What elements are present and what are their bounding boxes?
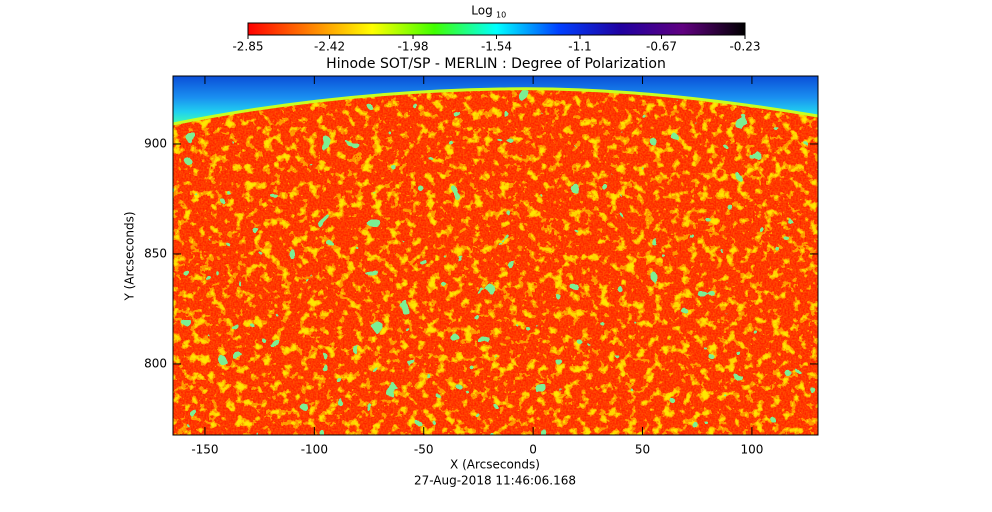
y-tick-label: 800 [144, 356, 167, 370]
colorbar [247, 22, 746, 36]
x-tick-label: -150 [191, 443, 218, 457]
colorbar-label: Log [471, 4, 492, 18]
disk-patches [173, 76, 818, 435]
y-axis-label: Y (Arcseconds) [123, 211, 137, 301]
x-tick-label: -100 [301, 443, 328, 457]
plot-frame [172, 75, 819, 436]
x-tick-label: 50 [635, 443, 650, 457]
colorbar-tick-label: -1.54 [481, 40, 512, 54]
solar-image [173, 76, 818, 435]
y-tick-label: 900 [144, 136, 167, 150]
colorbar-tick-label: -2.85 [232, 40, 263, 54]
limb [173, 87, 818, 126]
colorbar-tick-label: -0.23 [729, 40, 760, 54]
y-tick-label: 850 [144, 246, 167, 260]
colorbar-tick-label: -1.98 [398, 40, 429, 54]
chart-title: Hinode SOT/SP - MERLIN : Degree of Polar… [326, 56, 666, 72]
colorbar-label-sub: 10 [496, 11, 506, 20]
colorbar-tick-label: -0.67 [646, 40, 677, 54]
colorbar-tick-label: -1.1 [568, 40, 591, 54]
x-tick-label: 0 [529, 443, 537, 457]
x-tick-label: -50 [414, 443, 434, 457]
x-tick-label: 100 [740, 443, 763, 457]
footer: 27-Aug-2018 11:46:06.168 [414, 474, 576, 488]
colorbar-tick-label: -2.42 [314, 40, 345, 54]
off-limb [173, 76, 818, 124]
x-axis-label: X (Arcseconds) [450, 458, 540, 472]
